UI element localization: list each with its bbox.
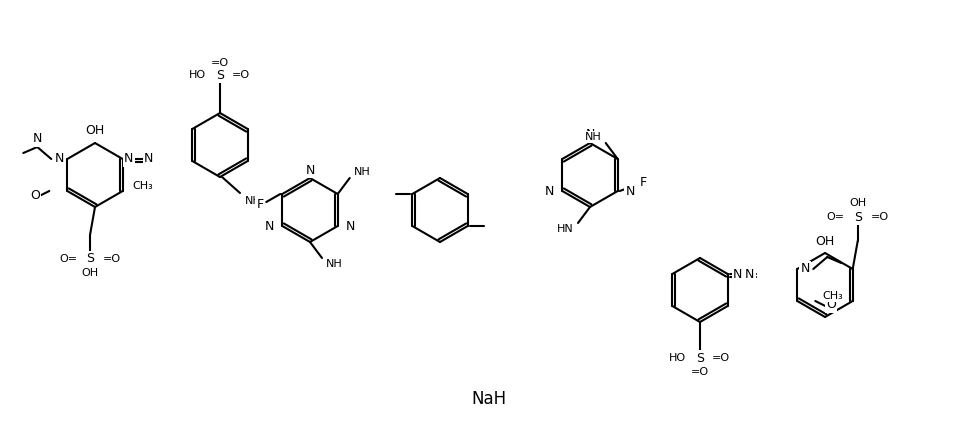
Text: NaH: NaH [471, 390, 506, 408]
Text: O=: O= [826, 212, 844, 222]
Text: OH: OH [848, 198, 866, 208]
Text: N: N [733, 268, 742, 280]
Text: S: S [216, 69, 224, 82]
Text: N: N [800, 263, 809, 276]
Text: NH: NH [584, 132, 601, 142]
Text: O=: O= [59, 254, 77, 264]
Text: =O: =O [690, 367, 708, 377]
Text: F: F [639, 176, 646, 190]
Text: CH₃: CH₃ [133, 181, 153, 191]
Text: S: S [86, 253, 94, 265]
Text: O: O [30, 189, 40, 202]
Text: =O: =O [870, 212, 888, 222]
Text: F: F [256, 198, 264, 210]
Text: N: N [265, 219, 274, 233]
Text: N: N [544, 184, 554, 198]
Text: HO: HO [189, 70, 206, 80]
Text: N: N [32, 132, 42, 145]
Text: =O: =O [711, 353, 730, 363]
Text: =O: =O [211, 58, 229, 68]
Text: CH₃: CH₃ [821, 291, 842, 301]
Text: N: N [345, 219, 355, 233]
Text: =O: =O [103, 254, 121, 264]
Text: NH: NH [245, 196, 262, 206]
Text: OH: OH [815, 234, 833, 248]
Text: N: N [144, 152, 153, 166]
Text: N: N [625, 184, 634, 198]
Text: O: O [826, 299, 835, 311]
Text: N: N [55, 152, 64, 166]
Text: N: N [124, 152, 133, 166]
Text: =O: =O [232, 70, 250, 80]
Text: OH: OH [85, 124, 105, 137]
Text: S: S [853, 210, 861, 224]
Text: N: N [744, 268, 753, 280]
Text: HN: HN [557, 224, 573, 234]
Text: N: N [584, 128, 594, 141]
Text: NH: NH [354, 167, 370, 177]
Text: S: S [696, 351, 703, 365]
Text: NH: NH [325, 259, 342, 269]
Text: N: N [305, 163, 315, 176]
Text: OH: OH [81, 268, 99, 278]
Text: HO: HO [668, 353, 685, 363]
